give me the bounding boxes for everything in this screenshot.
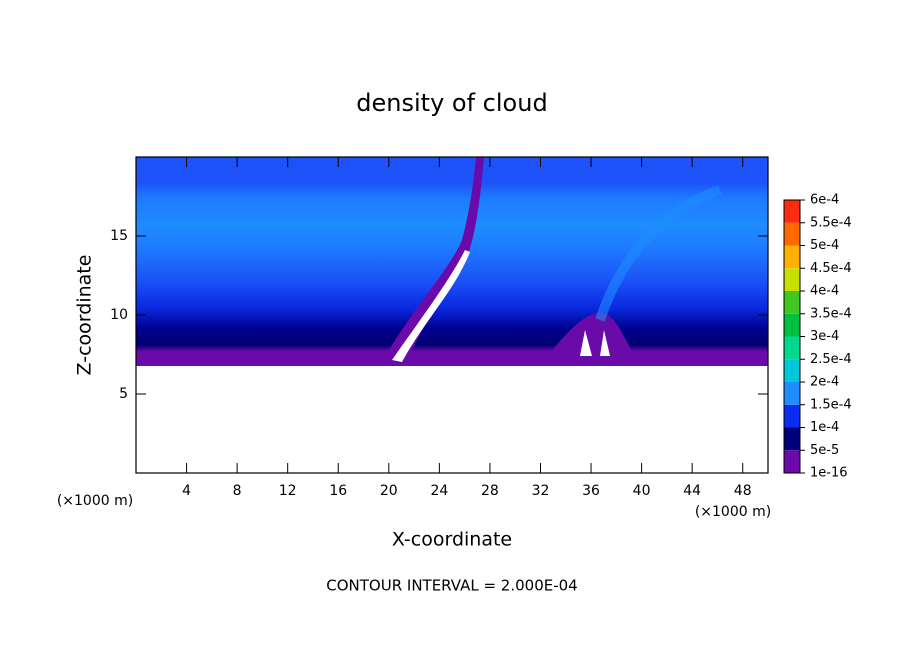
x-tick-label: 12	[279, 483, 297, 499]
y-axis-label: Z-coordinate	[74, 255, 96, 376]
colorbar-label: 5.5e-4	[810, 215, 852, 230]
colorbar-label: 4.5e-4	[810, 261, 852, 276]
y-tick-label: 15	[110, 228, 128, 244]
y-tick-label: 5	[119, 386, 128, 402]
colorbar-box	[784, 336, 800, 360]
x-tick-label: 24	[430, 483, 448, 499]
y-tick-label: 10	[110, 307, 128, 323]
colorbar-label: 1e-16	[810, 466, 848, 481]
footer-note: CONTOUR INTERVAL = 2.000E-04	[326, 577, 577, 595]
y-unit: (×1000 m)	[695, 504, 771, 520]
colorbar-box	[784, 427, 800, 451]
chart-title: density of cloud	[356, 89, 547, 117]
colorbar-label: 5e-4	[810, 238, 839, 253]
contour-field	[136, 157, 768, 473]
colorbar-box	[784, 291, 800, 314]
x-tick-label: 16	[329, 483, 347, 499]
x-tick-label: 8	[233, 483, 242, 499]
colorbar-label: 3e-4	[810, 329, 839, 344]
colorbar-box	[784, 359, 800, 382]
colorbar-label: 6e-4	[810, 193, 839, 208]
colorbar-box	[784, 404, 800, 428]
colorbar-box	[784, 200, 800, 223]
colorbar-box	[784, 222, 800, 246]
x-tick-label: 28	[481, 483, 499, 499]
colorbar-label: 3.5e-4	[810, 306, 852, 321]
colorbar-box	[784, 382, 800, 405]
x-unit: (×1000 m)	[57, 493, 133, 509]
x-tick-label: 44	[683, 483, 701, 499]
colorbar-label: 5e-5	[810, 443, 839, 458]
x-axis-label: X-coordinate	[392, 529, 512, 551]
colorbar-box	[784, 268, 800, 291]
colorbar-label: 1e-4	[810, 420, 839, 435]
colorbar-box	[784, 313, 800, 337]
x-tick-label: 48	[734, 483, 752, 499]
x-tick-label: 32	[532, 483, 550, 499]
x-tick-label: 4	[182, 483, 191, 499]
colorbar-label: 4e-4	[810, 284, 839, 299]
colorbar-label: 1.5e-4	[810, 397, 852, 412]
colorbar-box	[784, 450, 800, 473]
colorbar-label: 2.5e-4	[810, 352, 852, 367]
colorbar-label: 2e-4	[810, 375, 839, 390]
x-tick-label: 36	[582, 483, 600, 499]
x-tick-label: 20	[380, 483, 398, 499]
colorbar-box	[784, 245, 800, 269]
colorbar-frame	[783, 199, 801, 474]
x-tick-label: 40	[633, 483, 651, 499]
